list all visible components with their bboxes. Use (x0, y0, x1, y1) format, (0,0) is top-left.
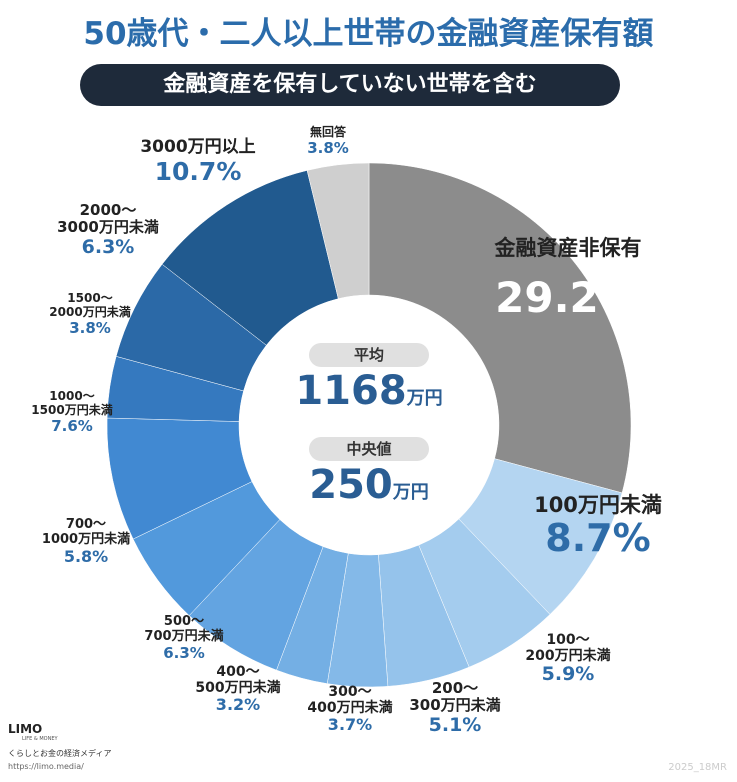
slice-label: 300〜 400万円未満 3.7% (307, 684, 392, 735)
slice-label: 200〜 300万円未満 5.1% (409, 679, 501, 736)
slice-label: 100万円未満 8.7% (534, 493, 662, 561)
category-label: 3000万円以上 (140, 137, 256, 157)
value-label: 8.7% (545, 516, 651, 561)
value-label: 7.6% (51, 416, 93, 435)
value-label: 5.8% (63, 546, 109, 566)
median-unit: 万円 (392, 482, 429, 503)
category-label: 100〜 200万円未満 (525, 632, 611, 665)
slice-label: 100〜 200万円未満 5.9% (525, 632, 610, 686)
slice-label: 1500〜 2000万円未満 3.8% (49, 291, 131, 337)
value-label: 3.8% (307, 138, 349, 157)
category-label: 500〜 700万円未満 (144, 614, 224, 644)
category-label: 100万円未満 (534, 493, 662, 517)
category-label: 2000〜 3000万円未満 (57, 201, 159, 237)
slice-label: 700〜 1000万円未満 5.8% (41, 517, 131, 566)
category-label: 400〜 500万円未満 (195, 664, 281, 697)
brand-sub: LIFE & MONEY (22, 736, 58, 742)
value-label: 3.7% (327, 715, 373, 735)
value-label: 6.3% (163, 643, 205, 662)
slice-label: 3000万円以上 10.7% (140, 137, 256, 186)
slice-label: 2000〜 3000万円未満 6.3% (57, 201, 159, 258)
slice (368, 162, 632, 494)
slice-label: 1000〜 1500万円未満 7.6% (31, 389, 113, 435)
category-label: 1000〜 1500万円未満 (31, 389, 113, 417)
value-label: 3.8% (69, 318, 111, 337)
code: 2025_18MR (668, 762, 727, 773)
category-label: 200〜 300万円未満 (409, 679, 501, 715)
category-label: 1500〜 2000万円未満 (49, 291, 131, 319)
brand: LIMO (8, 722, 43, 736)
value-label: 3.2% (215, 695, 261, 715)
subtitle: 金融資産を保有していない世帯を含む (80, 64, 620, 106)
slice-label: 金融資産非保有 29.2% (495, 236, 642, 322)
slice-label: 無回答 3.8% (307, 125, 349, 157)
category-label: 無回答 (309, 125, 347, 139)
tagline: くらしとお金の経済メディア (8, 749, 112, 758)
value-label: 10.7% (154, 156, 242, 186)
url: https://limo.media/ (8, 762, 84, 771)
median-value: 250 (309, 462, 393, 508)
value-label: 5.9% (541, 663, 595, 686)
value-label: 6.3% (81, 235, 135, 258)
category-label: 金融資産非保有 (494, 236, 642, 260)
slice (306, 162, 370, 299)
median: 250万円 (269, 462, 469, 508)
category-label: 700〜 1000万円未満 (41, 517, 131, 547)
mean: 1168万円 (269, 368, 469, 414)
chart-title: 50歳代・二人以上世帯の金融資産保有額 (83, 16, 654, 52)
value-label: 5.1% (428, 713, 482, 736)
value-label: 29.2% (495, 273, 641, 323)
mean-label: 平均 (309, 343, 429, 367)
slice-label: 400〜 500万円未満 3.2% (195, 664, 280, 715)
category-label: 300〜 400万円未満 (307, 684, 393, 717)
median-label: 中央値 (309, 437, 429, 461)
mean-value: 1168 (295, 368, 407, 414)
mean-unit: 万円 (406, 388, 443, 409)
slice-label: 500〜 700万円未満 6.3% (144, 614, 224, 662)
